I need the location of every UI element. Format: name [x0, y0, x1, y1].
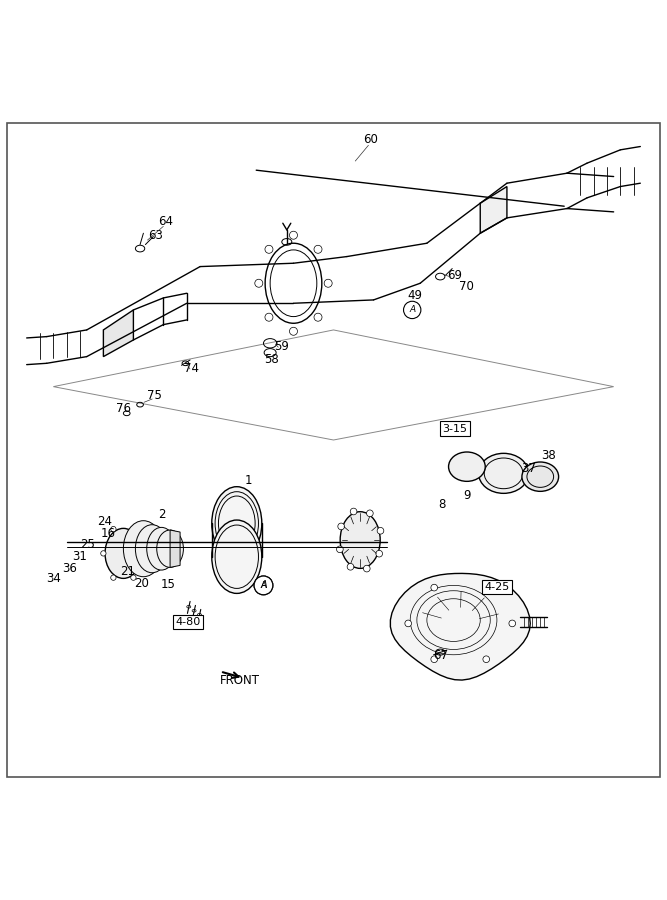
- Ellipse shape: [478, 454, 528, 493]
- Circle shape: [337, 546, 344, 553]
- Circle shape: [324, 279, 332, 287]
- Text: 49: 49: [408, 289, 422, 302]
- Circle shape: [405, 620, 412, 626]
- Text: FRONT: FRONT: [220, 673, 260, 687]
- Circle shape: [131, 526, 136, 532]
- Circle shape: [483, 584, 490, 591]
- Ellipse shape: [522, 462, 558, 491]
- Text: 9: 9: [463, 489, 471, 502]
- Polygon shape: [170, 530, 180, 567]
- Ellipse shape: [123, 521, 163, 577]
- Text: 34: 34: [46, 572, 61, 585]
- Circle shape: [314, 246, 322, 253]
- Ellipse shape: [147, 527, 176, 570]
- Circle shape: [364, 565, 370, 572]
- Ellipse shape: [212, 487, 261, 560]
- Text: 1: 1: [244, 473, 252, 487]
- Text: 70: 70: [460, 280, 474, 293]
- Circle shape: [265, 313, 273, 321]
- Text: 58: 58: [264, 354, 279, 366]
- Circle shape: [255, 279, 263, 287]
- Ellipse shape: [105, 528, 142, 579]
- Ellipse shape: [135, 525, 169, 572]
- Text: 74: 74: [184, 362, 199, 375]
- Circle shape: [111, 575, 116, 580]
- Circle shape: [483, 656, 490, 662]
- Text: 64: 64: [158, 215, 173, 229]
- Text: A: A: [261, 580, 266, 590]
- Text: 4-80: 4-80: [175, 617, 201, 627]
- Circle shape: [509, 620, 516, 626]
- Text: 37: 37: [521, 463, 536, 475]
- Text: 15: 15: [161, 578, 175, 591]
- Circle shape: [431, 584, 438, 591]
- Circle shape: [367, 510, 374, 517]
- Ellipse shape: [340, 512, 380, 569]
- Ellipse shape: [448, 452, 485, 482]
- Text: A: A: [260, 580, 267, 590]
- Circle shape: [111, 526, 116, 532]
- Circle shape: [376, 550, 383, 557]
- Circle shape: [254, 576, 273, 595]
- Text: 20: 20: [134, 577, 149, 590]
- Text: 67: 67: [433, 649, 448, 662]
- Text: 16: 16: [101, 526, 115, 540]
- Text: 24: 24: [97, 515, 112, 528]
- Text: 3-15: 3-15: [442, 424, 468, 434]
- Circle shape: [404, 302, 421, 319]
- Text: 8: 8: [438, 499, 446, 511]
- Circle shape: [431, 656, 438, 662]
- Circle shape: [314, 313, 322, 321]
- Polygon shape: [390, 573, 530, 680]
- Text: 60: 60: [363, 133, 378, 147]
- Text: 21: 21: [121, 565, 135, 578]
- Circle shape: [141, 551, 146, 556]
- Circle shape: [338, 523, 344, 530]
- Text: A: A: [409, 305, 416, 314]
- Text: 38: 38: [541, 449, 556, 462]
- Text: 63: 63: [148, 229, 163, 242]
- Circle shape: [101, 551, 106, 556]
- Ellipse shape: [157, 530, 183, 567]
- Circle shape: [265, 246, 273, 253]
- Circle shape: [131, 575, 136, 580]
- Circle shape: [350, 508, 357, 515]
- Circle shape: [347, 563, 354, 570]
- Circle shape: [377, 527, 384, 534]
- Text: 59: 59: [274, 340, 289, 353]
- Circle shape: [254, 576, 273, 595]
- Text: 25: 25: [81, 538, 95, 551]
- Circle shape: [289, 231, 297, 239]
- Text: 76: 76: [116, 402, 131, 415]
- Text: 4-25: 4-25: [484, 581, 510, 591]
- Text: 69: 69: [448, 269, 462, 282]
- Text: 75: 75: [147, 389, 162, 401]
- Circle shape: [289, 328, 297, 336]
- Text: 36: 36: [63, 562, 77, 574]
- Text: 2: 2: [157, 508, 165, 521]
- Ellipse shape: [212, 520, 261, 593]
- Text: 31: 31: [73, 550, 87, 563]
- Polygon shape: [480, 186, 507, 233]
- Polygon shape: [103, 310, 133, 356]
